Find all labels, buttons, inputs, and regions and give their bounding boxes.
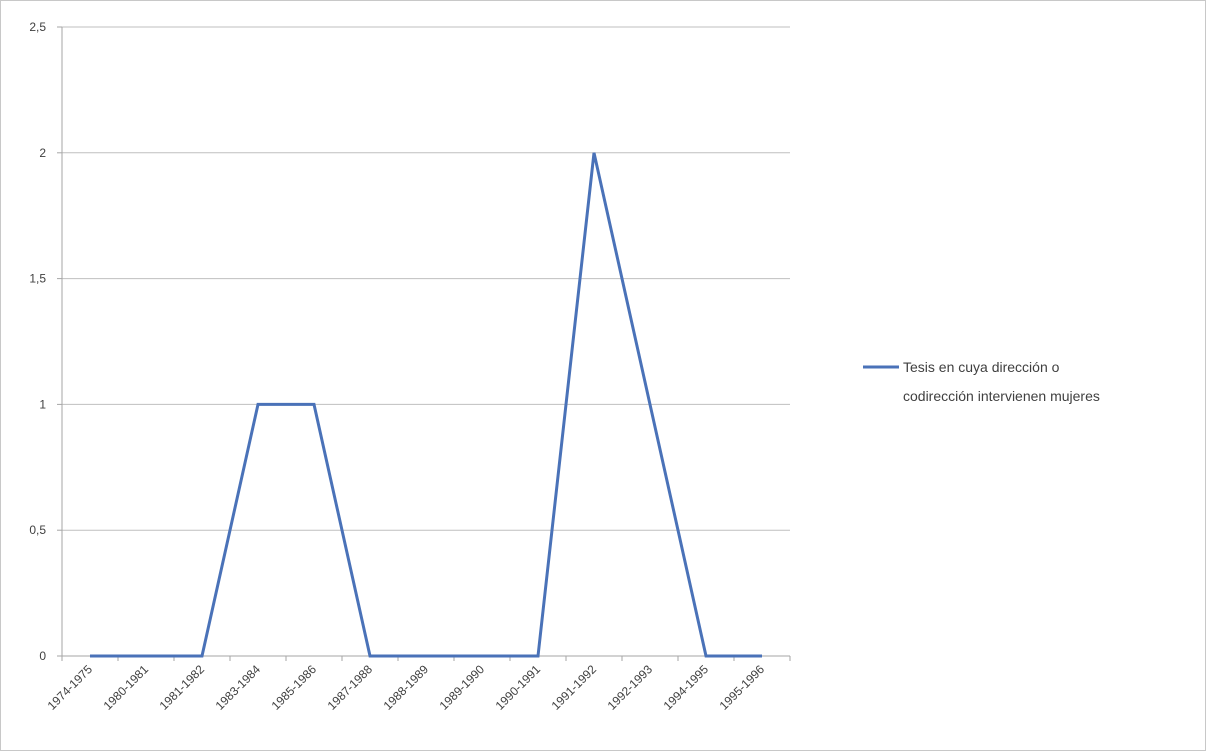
legend: Tesis en cuya dirección o codirección in… bbox=[863, 359, 1100, 404]
y-tick-label: 1 bbox=[39, 397, 46, 411]
y-tick-label: 0 bbox=[39, 649, 46, 663]
x-tick-label: 1974-1975 bbox=[45, 662, 96, 713]
x-tick-label: 1990-1991 bbox=[493, 662, 544, 713]
y-tick-label: 2 bbox=[39, 146, 46, 160]
series bbox=[90, 152, 762, 658]
y-tick-label: 2,5 bbox=[29, 20, 46, 34]
axes bbox=[57, 26, 791, 661]
x-tick-label: 1983-1984 bbox=[213, 662, 264, 713]
series-line bbox=[90, 152, 762, 658]
x-axis-ticks: 1974-1975 1980-1981 1981-1982 1983-1984 1985… bbox=[45, 662, 768, 713]
x-tick-label: 1981-1982 bbox=[157, 662, 208, 713]
y-tick-label: 0,5 bbox=[29, 523, 46, 537]
x-tick-label: 1992-1993 bbox=[605, 662, 656, 713]
y-tick-label: 1,5 bbox=[29, 272, 46, 286]
x-tick-label: 1991-1992 bbox=[549, 662, 600, 713]
x-tick-label: 1989-1990 bbox=[437, 662, 488, 713]
x-tick-label: 1988-1989 bbox=[381, 662, 432, 713]
x-tick-label: 1987-1988 bbox=[325, 662, 376, 713]
y-axis-ticks: 0 0,5 1 1,5 2 2,5 bbox=[29, 20, 46, 663]
x-tick-label: 1980-1981 bbox=[101, 662, 152, 713]
x-tick-label: 1995-1996 bbox=[717, 662, 768, 713]
legend-label-line-2: codirección intervienen mujeres bbox=[903, 388, 1100, 404]
x-tick-label: 1985-1986 bbox=[269, 662, 320, 713]
legend-label-line-1: Tesis en cuya dirección o bbox=[903, 359, 1060, 375]
x-tick-label: 1994-1995 bbox=[661, 662, 712, 713]
gridlines bbox=[62, 26, 790, 531]
